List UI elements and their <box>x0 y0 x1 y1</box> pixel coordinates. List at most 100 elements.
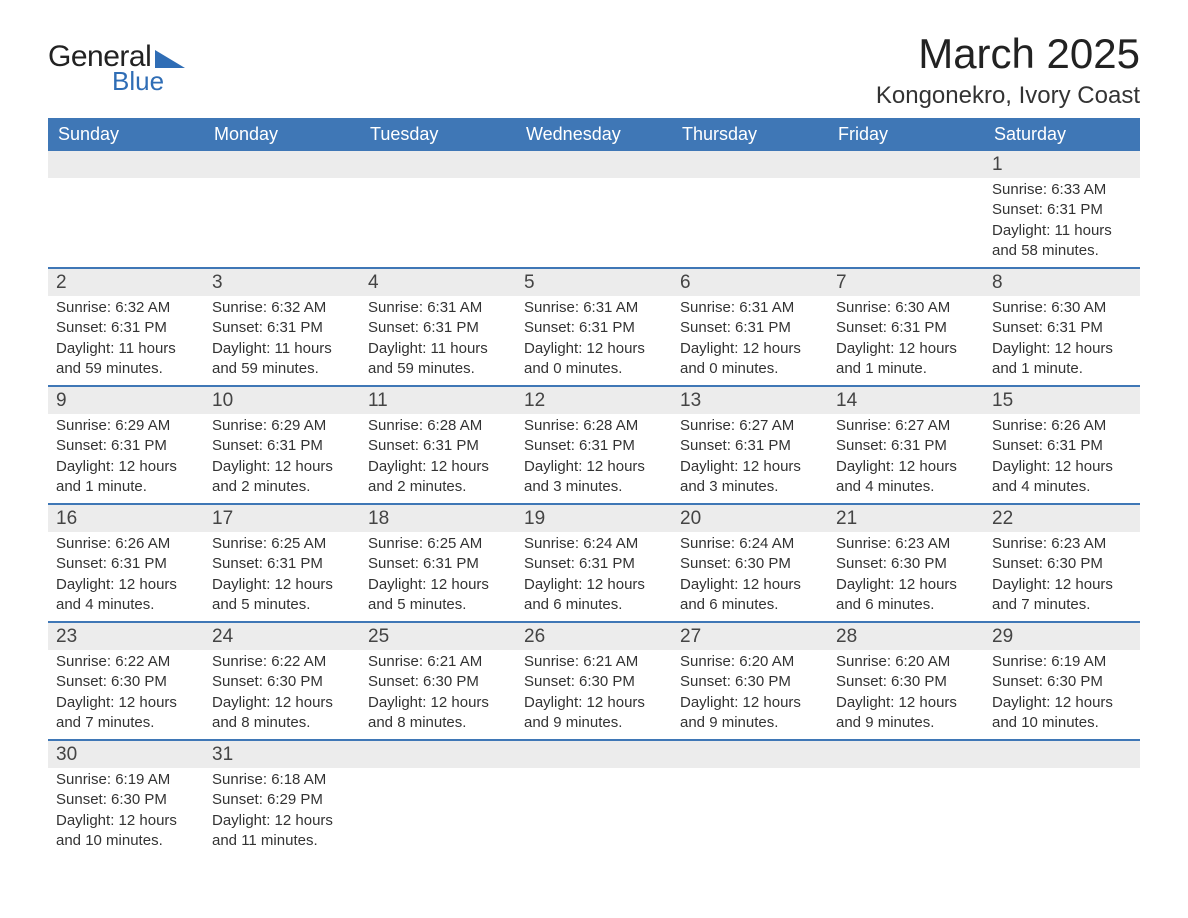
day-number: 11 <box>360 387 516 414</box>
day-details: Sunrise: 6:25 AMSunset: 6:31 PMDaylight:… <box>360 532 516 621</box>
day-number: 24 <box>204 623 360 650</box>
day-cell <box>516 151 672 268</box>
day-number: 4 <box>360 269 516 296</box>
day-number: 29 <box>984 623 1140 650</box>
day-number: 6 <box>672 269 828 296</box>
day-cell: 22Sunrise: 6:23 AMSunset: 6:30 PMDayligh… <box>984 504 1140 622</box>
day-number: 13 <box>672 387 828 414</box>
day-number: 15 <box>984 387 1140 414</box>
day-number <box>360 151 516 178</box>
day-number: 19 <box>516 505 672 532</box>
day-number: 16 <box>48 505 204 532</box>
day-number: 18 <box>360 505 516 532</box>
day-cell: 30Sunrise: 6:19 AMSunset: 6:30 PMDayligh… <box>48 740 204 857</box>
day-details: Sunrise: 6:18 AMSunset: 6:29 PMDaylight:… <box>204 768 360 857</box>
day-details: Sunrise: 6:32 AMSunset: 6:31 PMDaylight:… <box>204 296 360 385</box>
day-details: Sunrise: 6:27 AMSunset: 6:31 PMDaylight:… <box>828 414 984 503</box>
day-cell: 27Sunrise: 6:20 AMSunset: 6:30 PMDayligh… <box>672 622 828 740</box>
day-details <box>360 768 516 776</box>
day-cell: 12Sunrise: 6:28 AMSunset: 6:31 PMDayligh… <box>516 386 672 504</box>
day-number <box>48 151 204 178</box>
weekday-header: Tuesday <box>360 118 516 151</box>
day-cell: 1Sunrise: 6:33 AMSunset: 6:31 PMDaylight… <box>984 151 1140 268</box>
day-cell: 6Sunrise: 6:31 AMSunset: 6:31 PMDaylight… <box>672 268 828 386</box>
day-number <box>828 151 984 178</box>
day-number: 14 <box>828 387 984 414</box>
week-row: 30Sunrise: 6:19 AMSunset: 6:30 PMDayligh… <box>48 740 1140 857</box>
day-number <box>984 741 1140 768</box>
day-cell: 3Sunrise: 6:32 AMSunset: 6:31 PMDaylight… <box>204 268 360 386</box>
day-cell <box>48 151 204 268</box>
day-details <box>516 178 672 186</box>
week-row: 16Sunrise: 6:26 AMSunset: 6:31 PMDayligh… <box>48 504 1140 622</box>
day-cell: 17Sunrise: 6:25 AMSunset: 6:31 PMDayligh… <box>204 504 360 622</box>
day-number: 27 <box>672 623 828 650</box>
day-number <box>828 741 984 768</box>
day-number: 31 <box>204 741 360 768</box>
day-cell: 28Sunrise: 6:20 AMSunset: 6:30 PMDayligh… <box>828 622 984 740</box>
day-cell: 7Sunrise: 6:30 AMSunset: 6:31 PMDaylight… <box>828 268 984 386</box>
day-number: 1 <box>984 151 1140 178</box>
day-cell: 9Sunrise: 6:29 AMSunset: 6:31 PMDaylight… <box>48 386 204 504</box>
day-details: Sunrise: 6:31 AMSunset: 6:31 PMDaylight:… <box>360 296 516 385</box>
month-title: March 2025 <box>876 30 1140 78</box>
day-cell: 26Sunrise: 6:21 AMSunset: 6:30 PMDayligh… <box>516 622 672 740</box>
day-cell: 15Sunrise: 6:26 AMSunset: 6:31 PMDayligh… <box>984 386 1140 504</box>
day-cell: 20Sunrise: 6:24 AMSunset: 6:30 PMDayligh… <box>672 504 828 622</box>
day-details: Sunrise: 6:25 AMSunset: 6:31 PMDaylight:… <box>204 532 360 621</box>
weekday-header-row: Sunday Monday Tuesday Wednesday Thursday… <box>48 118 1140 151</box>
day-cell <box>204 151 360 268</box>
day-number: 10 <box>204 387 360 414</box>
day-number <box>672 151 828 178</box>
header: General Blue March 2025 Kongonekro, Ivor… <box>48 30 1140 110</box>
day-details: Sunrise: 6:33 AMSunset: 6:31 PMDaylight:… <box>984 178 1140 267</box>
day-cell: 13Sunrise: 6:27 AMSunset: 6:31 PMDayligh… <box>672 386 828 504</box>
day-details: Sunrise: 6:20 AMSunset: 6:30 PMDaylight:… <box>672 650 828 739</box>
day-details: Sunrise: 6:26 AMSunset: 6:31 PMDaylight:… <box>984 414 1140 503</box>
day-details: Sunrise: 6:23 AMSunset: 6:30 PMDaylight:… <box>984 532 1140 621</box>
day-details: Sunrise: 6:21 AMSunset: 6:30 PMDaylight:… <box>516 650 672 739</box>
weekday-header: Wednesday <box>516 118 672 151</box>
day-cell <box>516 740 672 857</box>
day-details: Sunrise: 6:23 AMSunset: 6:30 PMDaylight:… <box>828 532 984 621</box>
day-number: 21 <box>828 505 984 532</box>
day-details: Sunrise: 6:30 AMSunset: 6:31 PMDaylight:… <box>828 296 984 385</box>
day-cell: 23Sunrise: 6:22 AMSunset: 6:30 PMDayligh… <box>48 622 204 740</box>
day-number: 8 <box>984 269 1140 296</box>
day-cell <box>672 740 828 857</box>
week-row: 2Sunrise: 6:32 AMSunset: 6:31 PMDaylight… <box>48 268 1140 386</box>
day-cell: 10Sunrise: 6:29 AMSunset: 6:31 PMDayligh… <box>204 386 360 504</box>
day-cell: 8Sunrise: 6:30 AMSunset: 6:31 PMDaylight… <box>984 268 1140 386</box>
day-details: Sunrise: 6:27 AMSunset: 6:31 PMDaylight:… <box>672 414 828 503</box>
day-details <box>204 178 360 186</box>
day-details: Sunrise: 6:21 AMSunset: 6:30 PMDaylight:… <box>360 650 516 739</box>
week-row: 9Sunrise: 6:29 AMSunset: 6:31 PMDaylight… <box>48 386 1140 504</box>
logo-triangle-icon <box>155 50 185 68</box>
day-cell: 14Sunrise: 6:27 AMSunset: 6:31 PMDayligh… <box>828 386 984 504</box>
day-details: Sunrise: 6:28 AMSunset: 6:31 PMDaylight:… <box>360 414 516 503</box>
day-details <box>828 768 984 776</box>
title-block: March 2025 Kongonekro, Ivory Coast <box>876 30 1140 110</box>
day-number <box>516 741 672 768</box>
day-details: Sunrise: 6:28 AMSunset: 6:31 PMDaylight:… <box>516 414 672 503</box>
day-number: 30 <box>48 741 204 768</box>
week-row: 23Sunrise: 6:22 AMSunset: 6:30 PMDayligh… <box>48 622 1140 740</box>
day-cell <box>828 151 984 268</box>
day-details <box>48 178 204 186</box>
day-cell <box>672 151 828 268</box>
day-details <box>516 768 672 776</box>
weekday-header: Friday <box>828 118 984 151</box>
day-number: 5 <box>516 269 672 296</box>
day-cell: 16Sunrise: 6:26 AMSunset: 6:31 PMDayligh… <box>48 504 204 622</box>
day-number: 7 <box>828 269 984 296</box>
day-details: Sunrise: 6:30 AMSunset: 6:31 PMDaylight:… <box>984 296 1140 385</box>
calendar-table: Sunday Monday Tuesday Wednesday Thursday… <box>48 118 1140 857</box>
day-number: 9 <box>48 387 204 414</box>
weekday-header: Saturday <box>984 118 1140 151</box>
day-details: Sunrise: 6:22 AMSunset: 6:30 PMDaylight:… <box>48 650 204 739</box>
day-details: Sunrise: 6:32 AMSunset: 6:31 PMDaylight:… <box>48 296 204 385</box>
day-number: 2 <box>48 269 204 296</box>
day-number <box>672 741 828 768</box>
day-cell <box>360 740 516 857</box>
day-details: Sunrise: 6:31 AMSunset: 6:31 PMDaylight:… <box>672 296 828 385</box>
